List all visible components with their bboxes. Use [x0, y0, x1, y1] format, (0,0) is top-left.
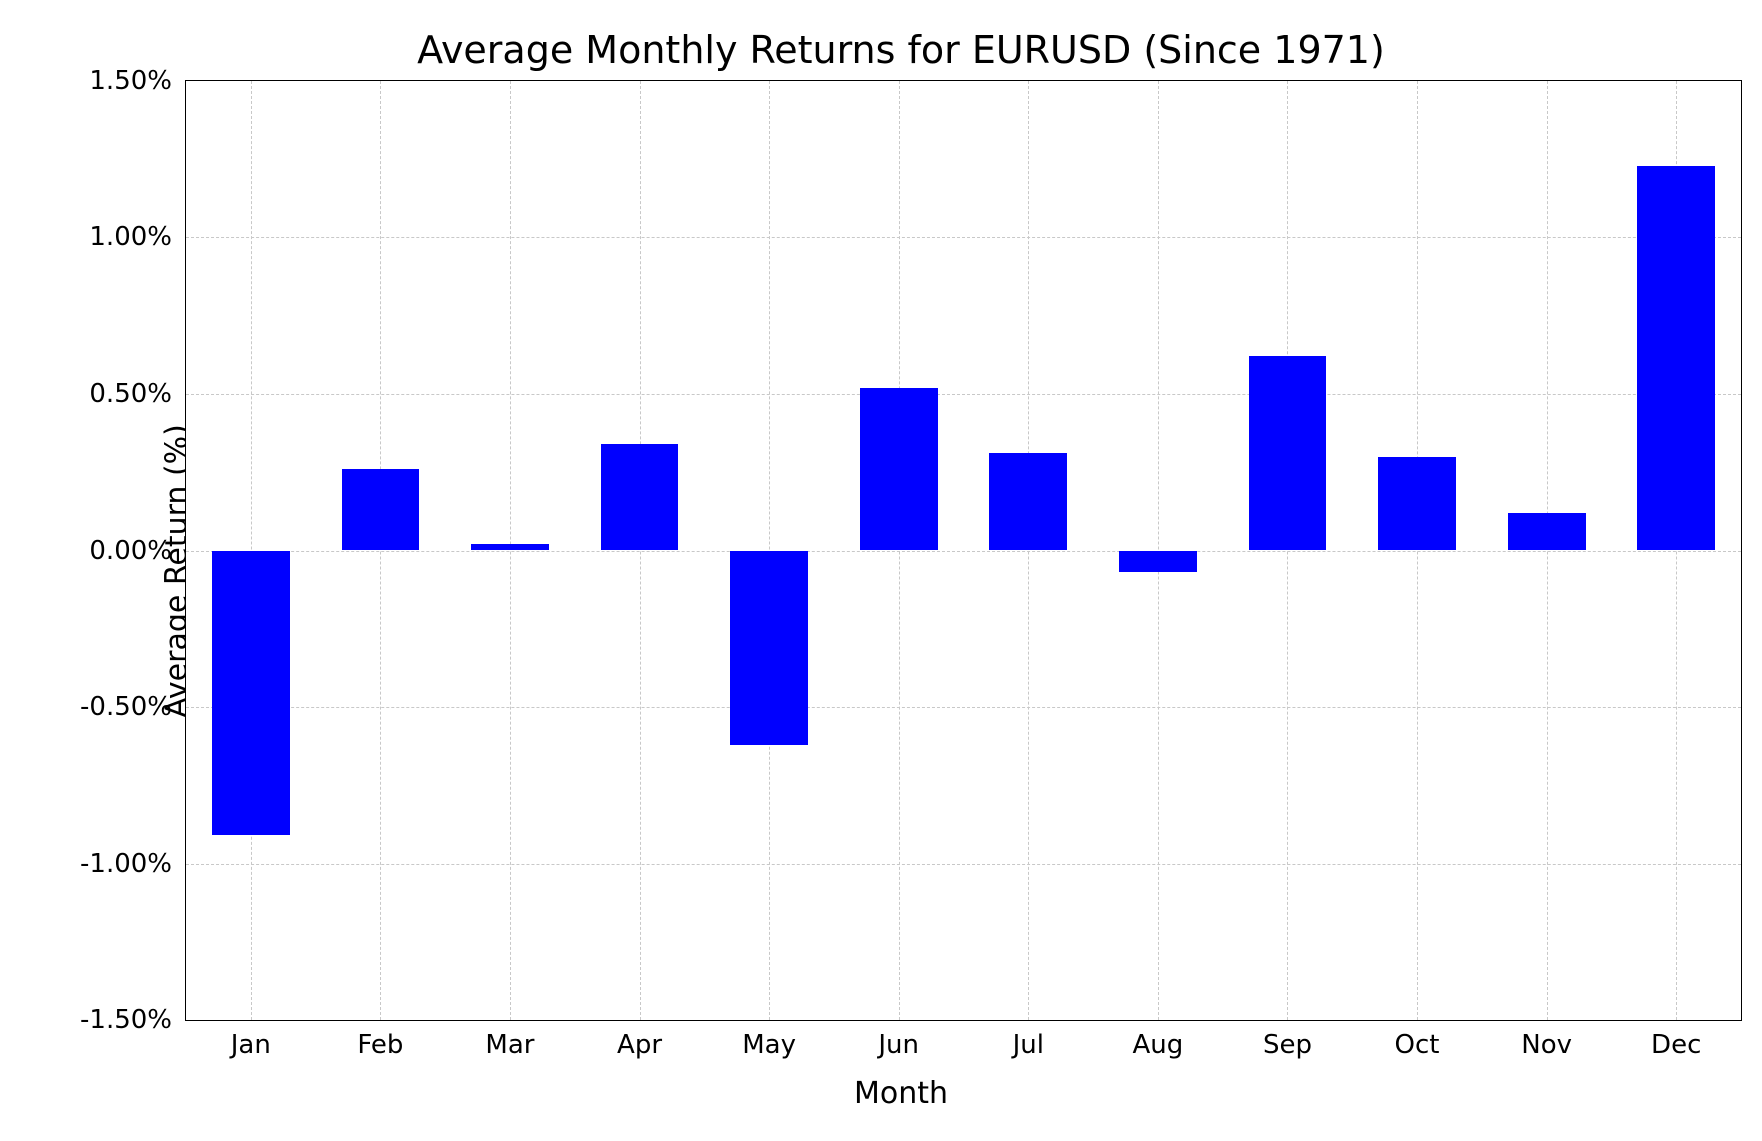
- ytick-label: -0.50%: [80, 692, 186, 722]
- gridline-h: [186, 551, 1741, 552]
- ytick-label: -1.50%: [80, 1005, 186, 1035]
- bar: [1119, 551, 1197, 573]
- gridline-v: [1547, 81, 1548, 1020]
- x-axis-label: Month: [20, 1076, 1762, 1111]
- xtick-label: Feb: [357, 1020, 403, 1060]
- gridline-v: [380, 81, 381, 1020]
- bar: [1637, 166, 1715, 551]
- ytick-label: 0.00%: [89, 536, 186, 566]
- bar: [342, 469, 420, 550]
- bar: [1508, 513, 1586, 551]
- gridline-h: [186, 707, 1741, 708]
- xtick-label: Jul: [1013, 1020, 1044, 1060]
- plot-area: -1.50%-1.00%-0.50%0.00%0.50%1.00%1.50%Ja…: [185, 80, 1742, 1021]
- gridline-v: [1287, 81, 1288, 1020]
- ytick-label: -1.00%: [80, 849, 186, 879]
- xtick-label: Oct: [1395, 1020, 1440, 1060]
- gridline-v: [510, 81, 511, 1020]
- bar: [1249, 356, 1327, 550]
- bar: [601, 444, 679, 550]
- xtick-label: Jan: [231, 1020, 271, 1060]
- bar: [989, 453, 1067, 550]
- bar: [730, 551, 808, 745]
- xtick-label: Apr: [617, 1020, 662, 1060]
- xtick-label: Aug: [1132, 1020, 1183, 1060]
- chart-title: Average Monthly Returns for EURUSD (Sinc…: [20, 28, 1762, 72]
- gridline-v: [899, 81, 900, 1020]
- xtick-label: Dec: [1651, 1020, 1701, 1060]
- ytick-label: 1.00%: [89, 222, 186, 252]
- gridline-v: [640, 81, 641, 1020]
- gridline-h: [186, 394, 1741, 395]
- bar: [860, 388, 938, 551]
- ytick-label: 0.50%: [89, 379, 186, 409]
- gridline-v: [1417, 81, 1418, 1020]
- bar: [471, 544, 549, 550]
- xtick-label: Mar: [485, 1020, 534, 1060]
- xtick-label: Nov: [1521, 1020, 1572, 1060]
- xtick-label: May: [742, 1020, 796, 1060]
- ytick-label: 1.50%: [89, 66, 186, 96]
- xtick-label: Sep: [1263, 1020, 1312, 1060]
- gridline-h: [186, 864, 1741, 865]
- xtick-label: Jun: [878, 1020, 919, 1060]
- gridline-v: [1028, 81, 1029, 1020]
- bar: [1378, 457, 1456, 551]
- gridline-h: [186, 237, 1741, 238]
- chart-container: Average Monthly Returns for EURUSD (Sinc…: [20, 20, 1762, 1121]
- bar: [212, 551, 290, 836]
